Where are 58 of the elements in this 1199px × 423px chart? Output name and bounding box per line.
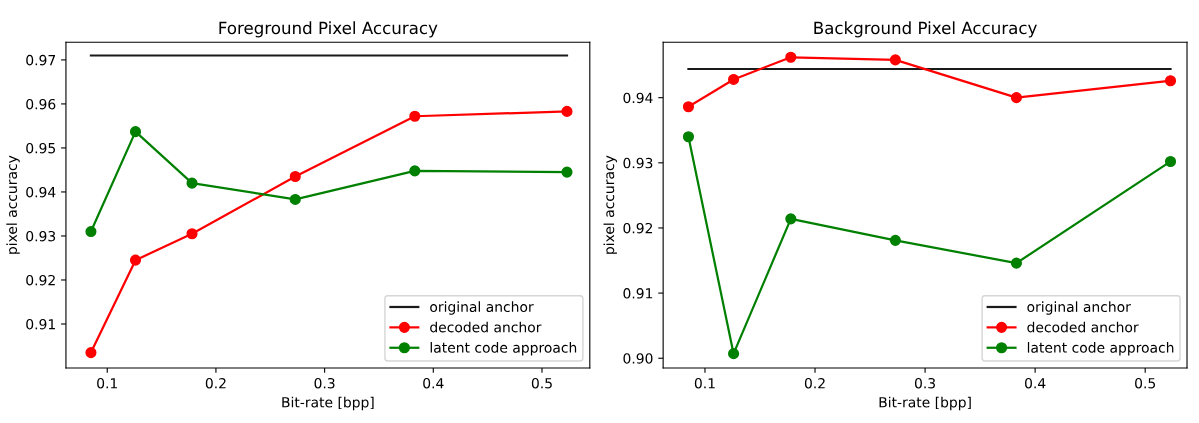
legend-label: decoded anchor [430, 321, 542, 333]
y-tick-label: 0.92 [26, 274, 55, 286]
point [1164, 75, 1177, 87]
y-tick-label: 0.90 [623, 353, 653, 364]
point [289, 193, 301, 205]
point [785, 213, 797, 225]
x-tick-label: 0.3 [914, 377, 936, 389]
point [785, 51, 797, 63]
point [409, 165, 421, 177]
point [85, 226, 97, 238]
x-tick-label: 0.2 [205, 377, 226, 389]
x-tick-label: 0.5 [1135, 377, 1156, 389]
point [728, 348, 740, 360]
point [85, 347, 97, 359]
point [682, 131, 695, 143]
y-tick-label: 0.93 [623, 157, 653, 169]
y-tick-label: 0.93 [26, 230, 56, 242]
legend-label: decoded anchor [1027, 321, 1139, 333]
x-axis-title: Bit-rate [bpp] [282, 396, 374, 411]
point [889, 54, 901, 66]
legend-label: original anchor [430, 301, 534, 315]
y-axis-title: pixel accuracy [6, 155, 20, 254]
point [728, 73, 740, 85]
point [289, 170, 301, 183]
x-tick-label: 0.1 [97, 377, 118, 389]
x-tick-label: 0.5 [531, 377, 552, 389]
x-tick-label: 0.3 [314, 377, 335, 389]
point [186, 177, 198, 189]
y-tick-label: 0.96 [26, 98, 56, 110]
x-axis-title: Bit-rate [bpp] [879, 396, 971, 411]
legend-label: original anchor [1027, 301, 1131, 315]
point [186, 228, 198, 240]
point [129, 126, 142, 138]
point [1010, 257, 1022, 269]
legend-label: latent code approach [1027, 342, 1174, 356]
y-tick-label: 0.94 [623, 92, 653, 104]
x-tick-label: 0.4 [423, 377, 444, 389]
point [682, 101, 695, 113]
point [1164, 155, 1177, 168]
y-tick-label: 0.94 [26, 186, 56, 198]
y-tick-label: 0.91 [623, 288, 653, 299]
y-tick-label: 0.91 [26, 318, 55, 330]
y-axis-title: pixel accuracy [603, 155, 617, 254]
chart-title: Background Pixel Accuracy [814, 21, 1037, 38]
chart-title: Foreground Pixel Accuracy [219, 21, 438, 38]
legend-label: latent code approach [430, 342, 577, 356]
y-tick-label: 0.97 [26, 54, 56, 66]
point [561, 105, 573, 117]
x-tick-label: 0.4 [1025, 377, 1046, 389]
point [1010, 92, 1022, 104]
point [889, 234, 901, 246]
point [409, 110, 421, 122]
y-tick-label: 0.92 [623, 222, 653, 234]
x-tick-label: 0.2 [804, 377, 825, 389]
point [561, 166, 573, 178]
x-tick-label: 0.1 [694, 377, 715, 389]
y-tick-label: 0.95 [26, 142, 56, 154]
point [129, 254, 142, 266]
